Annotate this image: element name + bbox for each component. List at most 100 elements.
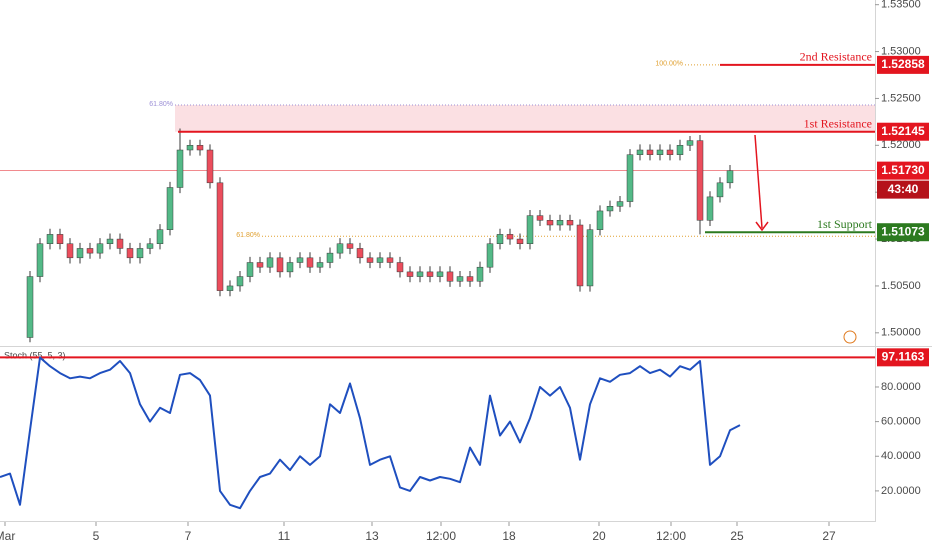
candle-body (446, 271, 454, 282)
candle-body (586, 229, 594, 287)
candle-body (56, 234, 64, 244)
candle-body (626, 154, 634, 202)
candle-body (496, 234, 504, 244)
candle-body (556, 220, 564, 226)
y-tick-label: 40.0000 (881, 450, 921, 462)
candle-body (156, 229, 164, 244)
candle-body (236, 276, 244, 287)
x-tick-label: Mar (0, 529, 15, 543)
x-tick-label: 13 (365, 529, 379, 543)
y-tick-label: 20.0000 (881, 485, 921, 497)
candle-body (416, 271, 424, 277)
y-tick-label: 60.0000 (881, 416, 921, 428)
current-price-badge (877, 161, 929, 180)
level-badge (877, 122, 929, 141)
candle-body (176, 149, 184, 188)
candle-body (206, 149, 214, 184)
candle-body (716, 182, 724, 198)
candle-body (316, 262, 324, 268)
candle-body (426, 271, 434, 277)
fib-label: 100.00% (655, 61, 683, 68)
candle-body (516, 238, 524, 244)
candle-body (376, 257, 384, 263)
candle-body (26, 276, 34, 338)
candle-body (96, 243, 104, 254)
arrow (754, 134, 763, 229)
candle-body (136, 248, 144, 259)
candle-body (116, 238, 124, 249)
level-name: 1st Resistance (804, 116, 872, 130)
stoch-level-label: 97.1163 (882, 349, 925, 363)
x-tick-label: 11 (278, 529, 291, 543)
candle-body (386, 257, 394, 263)
fib-label: 61.80% (149, 101, 173, 108)
level-badge (877, 55, 929, 74)
candle-body (456, 276, 464, 282)
y-tick-label: 1.52000 (881, 139, 921, 151)
candle-body (336, 243, 344, 254)
candle-body (666, 149, 674, 155)
candle-body (526, 215, 534, 244)
candle-body (436, 271, 444, 277)
candle-body (676, 145, 684, 155)
candle-body (256, 262, 264, 268)
candle-body (306, 257, 314, 268)
candle-body (696, 140, 704, 221)
candle-body (366, 257, 374, 263)
candle-body (86, 248, 94, 254)
candle-body (486, 243, 494, 268)
candle-body (216, 182, 224, 291)
current-price-label: 1.51730 (881, 163, 925, 177)
candle-body (186, 145, 194, 151)
x-tick-label: 27 (822, 529, 836, 543)
candle-body (146, 243, 154, 249)
candle-body (326, 252, 334, 263)
candle-body (536, 215, 544, 221)
candle-body (226, 285, 234, 291)
candle-body (576, 224, 584, 287)
candle-body (506, 234, 514, 240)
x-tick-label: 7 (185, 529, 192, 543)
x-tick-label: 18 (502, 529, 516, 543)
level-name: 2nd Resistance (800, 50, 872, 64)
candle-body (546, 220, 554, 226)
candle-body (476, 266, 484, 282)
y-tick-label: 80.0000 (881, 381, 921, 393)
level-price: 1.51073 (881, 224, 925, 238)
logo (843, 330, 857, 344)
candle-body (466, 276, 474, 282)
candle-body (266, 257, 274, 268)
candle-body (646, 149, 654, 155)
x-tick-label: 25 (730, 529, 744, 543)
level-price: 1.52858 (881, 57, 925, 71)
candle-body (636, 149, 644, 155)
candle-body (726, 170, 734, 184)
stoch-level-badge (877, 348, 929, 367)
candle-body (396, 262, 404, 273)
y-tick-label: 1.52500 (881, 92, 921, 104)
stoch-line (0, 356, 741, 510)
candle-body (566, 220, 574, 226)
x-tick-label: 12:00 (656, 529, 686, 543)
candle-body (36, 243, 44, 277)
level-price: 1.52145 (881, 124, 925, 138)
resistance-zone (175, 105, 875, 132)
y-tick-label: 1.53000 (881, 45, 921, 57)
y-tick-label: 1.50000 (881, 327, 921, 339)
countdown-label: 43:40 (888, 182, 919, 196)
candle-body (346, 243, 354, 249)
candle-body (296, 257, 304, 263)
candle-body (276, 257, 284, 273)
candle-body (196, 145, 204, 151)
stoch-title: Stoch (55, 5, 3) (4, 350, 66, 360)
candle-body (356, 248, 364, 259)
y-tick-label: 1.53500 (881, 0, 921, 11)
y-tick-label: 1.50500 (881, 280, 921, 292)
candle-body (76, 248, 84, 259)
countdown-badge (877, 180, 929, 199)
candle-body (706, 196, 714, 221)
candle-body (46, 234, 54, 244)
x-tick-label: 5 (93, 529, 100, 543)
level-name: 1st Support (817, 217, 873, 231)
